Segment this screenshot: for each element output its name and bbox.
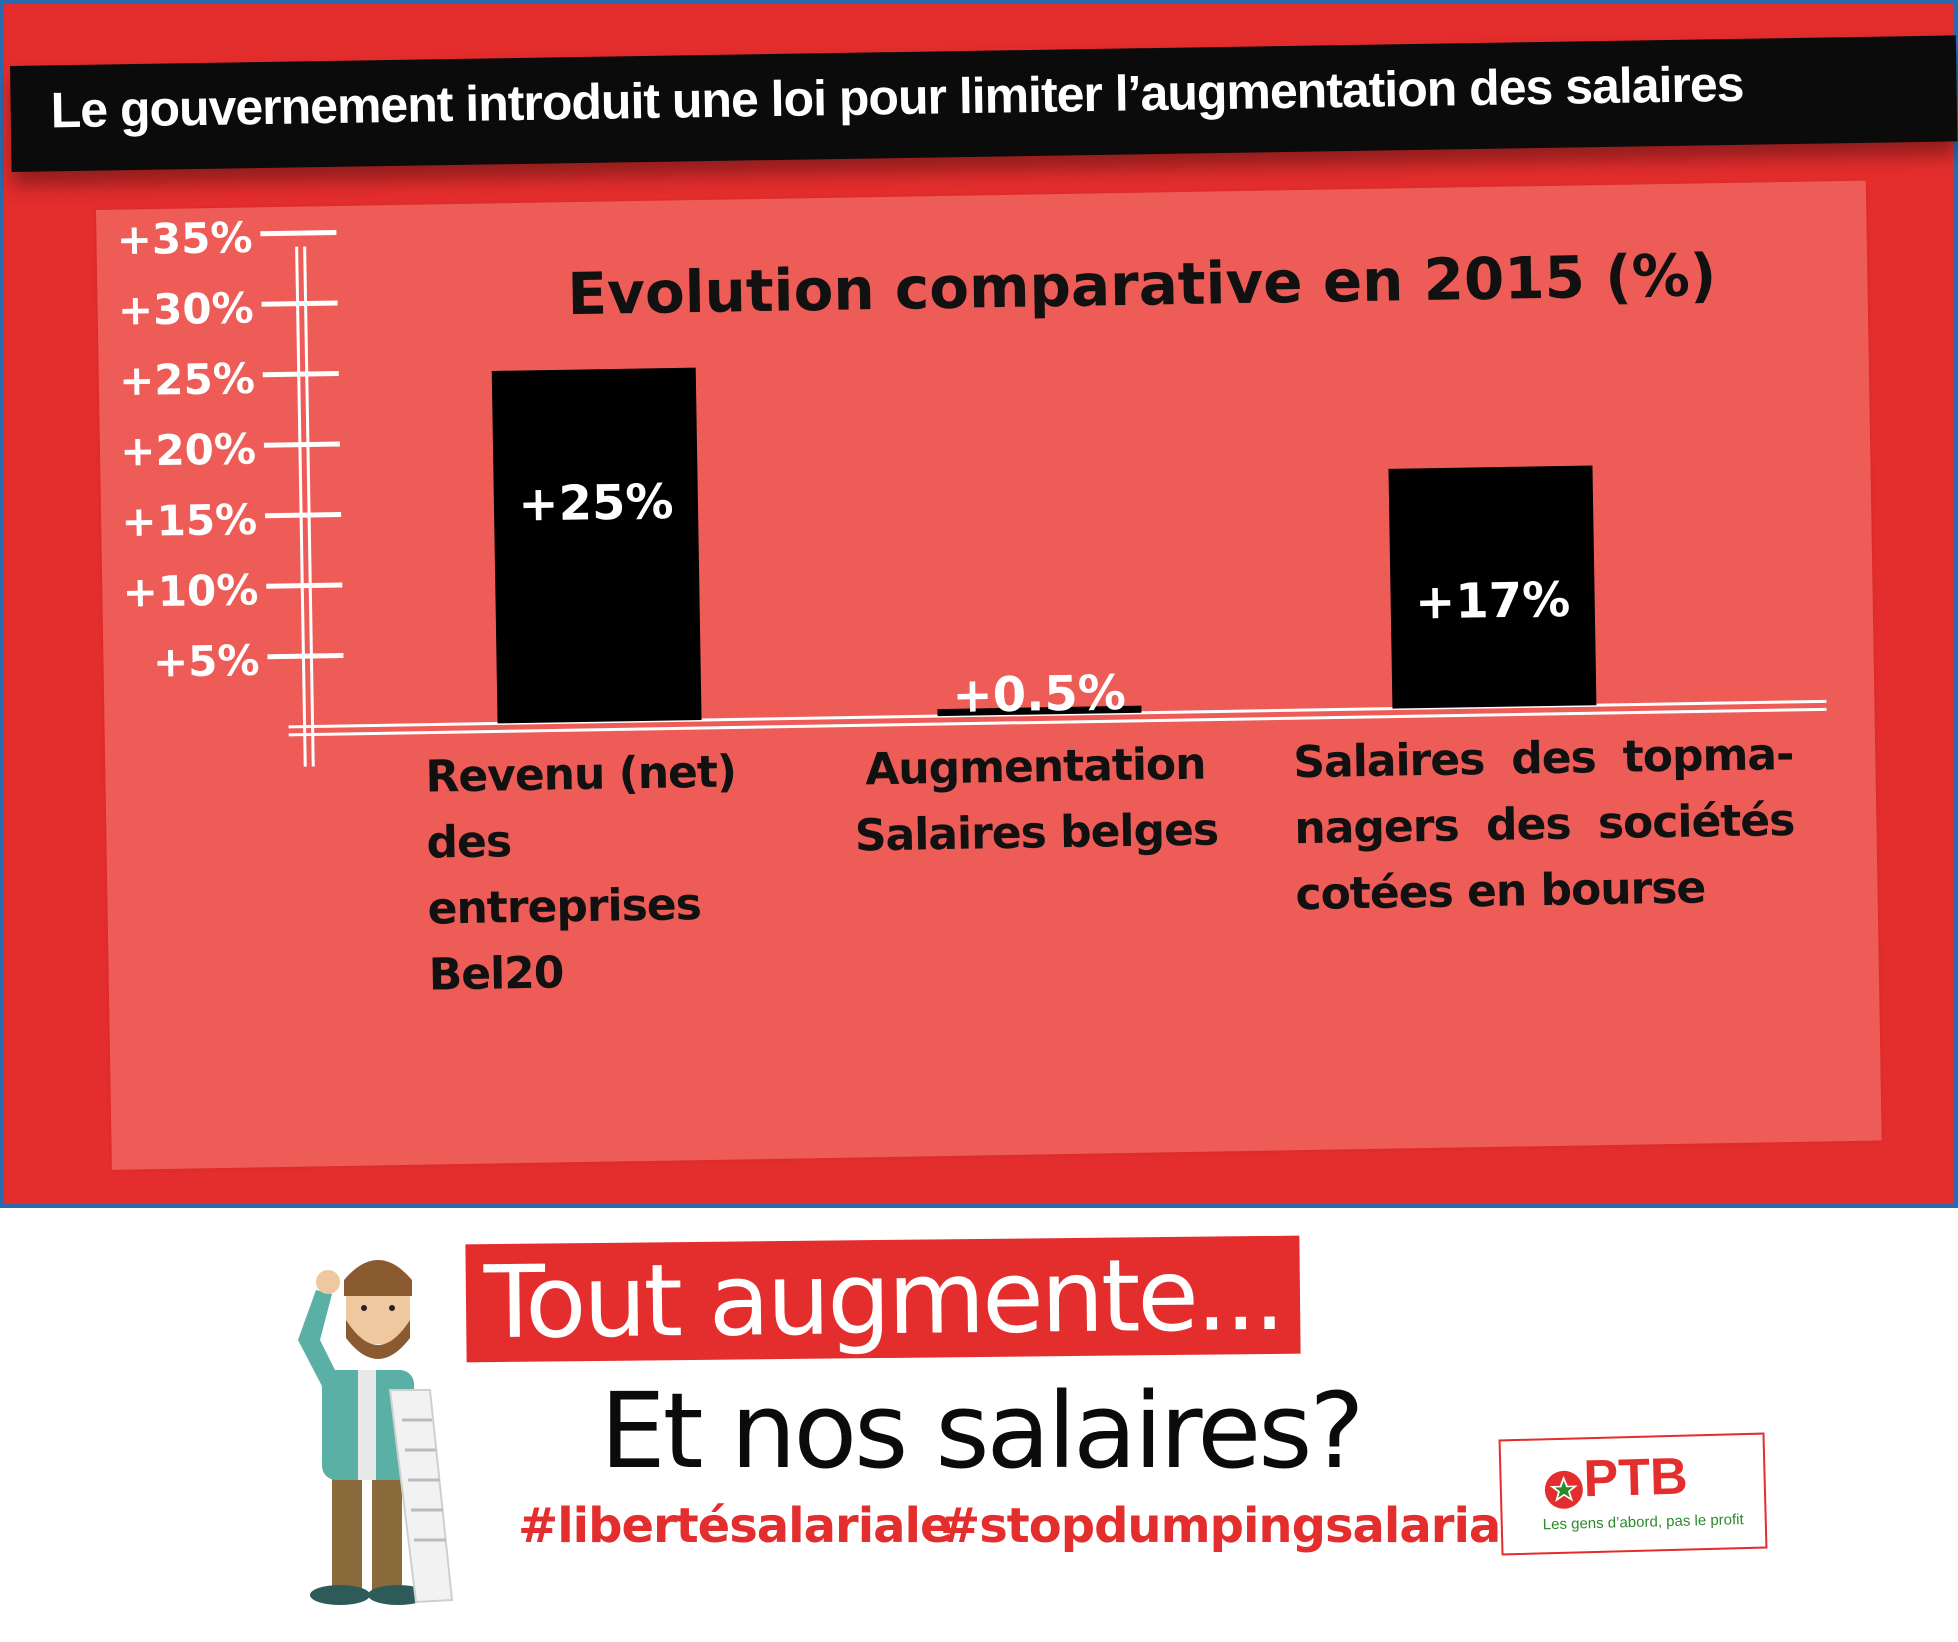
y-tick-mark <box>262 370 339 378</box>
ptb-logo: PTB Les gens d’abord, pas le profit <box>1498 1432 1768 1556</box>
bar-chart: Evolution comparative en 2015 (%) +5% +10… <box>116 213 1827 767</box>
category-label: Augmentation Salaires belges <box>845 731 1227 869</box>
category-label: Salaires des topma-nagers des sociétés co… <box>1293 722 1796 928</box>
category-label-line: Salaires belges <box>854 804 1219 862</box>
y-tick-mark <box>261 300 338 307</box>
category-label-line: Revenu (net) des <box>425 746 737 869</box>
y-tick-label: +10% <box>122 565 259 616</box>
y-tick-label: +35% <box>116 213 253 264</box>
bottom-title: Tout augmente... <box>465 1235 1301 1363</box>
bar <box>1388 465 1597 709</box>
category-label-line: Augmentation <box>864 738 1206 796</box>
category-label-line: entreprises Bel20 <box>427 879 702 1001</box>
confused-man-illustration <box>298 1260 454 1605</box>
y-tick-mark <box>265 511 342 519</box>
bar-value-label: +25% <box>518 474 674 533</box>
y-tick-label: +30% <box>118 283 255 334</box>
bar-value-label: +0.5% <box>952 665 1126 724</box>
headline-text: Le gouvernement introduit une loi pour l… <box>50 55 1744 139</box>
bar-value-label: +17% <box>1415 572 1571 631</box>
y-tick-mark <box>263 441 340 448</box>
category-label-line: cotées en bourse <box>1295 862 1706 921</box>
y-axis-line <box>295 246 307 767</box>
category-label-line: Salaires des topma- <box>1292 728 1794 789</box>
logo-slogan: Les gens d’abord, pas le profit <box>1542 1511 1744 1534</box>
bar <box>937 705 1142 717</box>
bars: +25% +0.5% +17% <box>491 367 1597 724</box>
hashtag-liberte-salariale[interactable]: #libertésalariale <box>518 1498 953 1554</box>
chart-background: Le gouvernement introduit une loi pour l… <box>0 0 1958 1208</box>
y-axis-line-inner <box>303 246 315 767</box>
y-tick-label: +5% <box>153 636 260 687</box>
logo-name: PTB <box>1582 1447 1689 1509</box>
y-tick-label: +25% <box>119 354 256 405</box>
bottom-subtitle: Et nos salaires? <box>600 1370 1365 1492</box>
y-axis-ticks: +5% +10% +15% +20% +25% +30% +35% <box>116 213 344 687</box>
y-tick-mark <box>267 652 344 660</box>
y-tick-label: +20% <box>120 424 257 475</box>
y-tick-label: +15% <box>121 495 258 546</box>
category-label: Revenu (net) des entreprises Bel20 <box>425 739 789 1009</box>
y-tick-mark <box>266 582 343 589</box>
bar <box>491 367 702 724</box>
chart-panel: Evolution comparative en 2015 (%) +5% +10… <box>96 180 1882 1170</box>
category-label-line: nagers des sociétés <box>1294 794 1795 855</box>
y-tick-mark <box>260 230 337 237</box>
star-icon <box>1544 1470 1583 1509</box>
x-axis-line-inner <box>288 707 1827 737</box>
hashtag-stop-dumping[interactable]: #stopdumpingsalarial <box>940 1498 1517 1554</box>
headline-banner: Le gouvernement introduit une loi pour l… <box>10 35 1958 172</box>
chart-title: Evolution comparative en 2015 (%) <box>567 241 1717 328</box>
